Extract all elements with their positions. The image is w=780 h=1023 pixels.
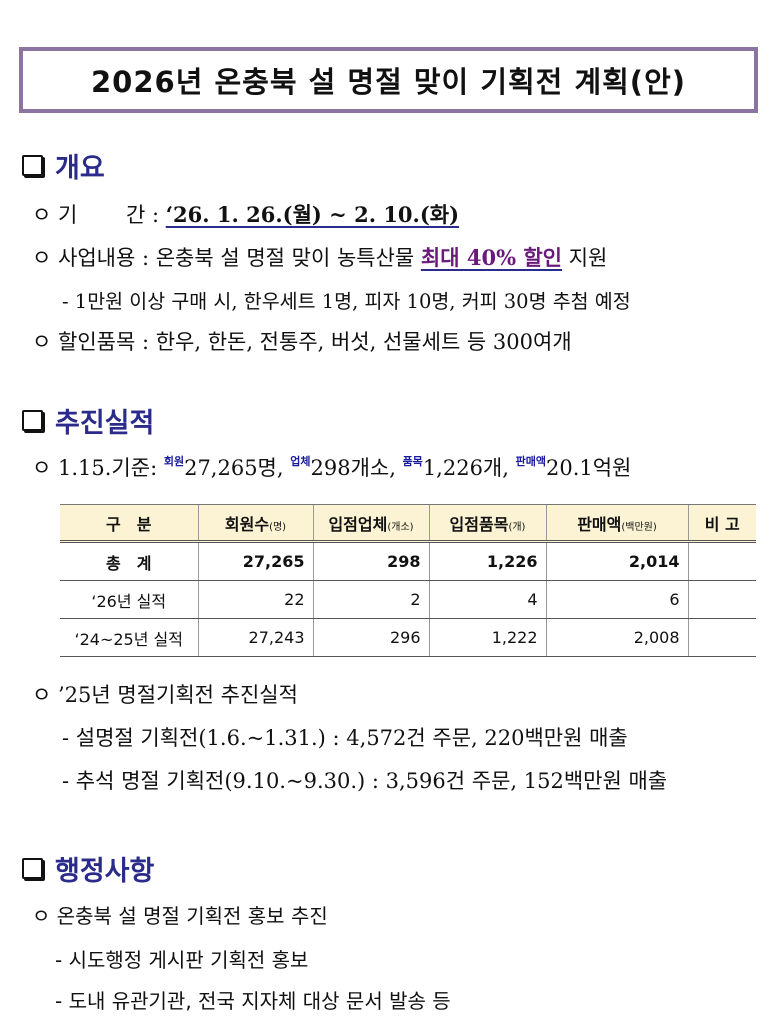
prev-results-line: ㅇ ’25년 명절기획전 추진실적 (32, 683, 298, 707)
table-header-cell: 회원수(명) (197, 504, 313, 543)
section-results-heading: 추진실적 (22, 401, 154, 440)
table-cell: 298 (312, 541, 429, 581)
section-admin-heading: 행정사항 (22, 849, 154, 888)
content-line: ㅇ 사업내용 : 온충북 설 명절 맞이 농특산물 최대 40% 할인 지원 (32, 242, 607, 272)
checkbox-icon (22, 410, 43, 431)
admin-sub: - 도내 유관기관, 전국 지자체 대상 문서 발송 등 (55, 989, 451, 1013)
header-unit: (명) (269, 521, 287, 533)
table-cell: 총 계 (60, 541, 198, 581)
summary-tag: 회원 (163, 455, 185, 468)
table-cell (687, 580, 756, 619)
table-cell: 27,243 (197, 618, 313, 657)
header-unit: (개소) (387, 521, 414, 533)
table-cell: 2 (312, 580, 429, 619)
table-cell: 1,222 (428, 618, 546, 657)
table-cell: 4 (428, 580, 546, 619)
discount-highlight: 최대 40% 할인 (420, 245, 563, 270)
table-cell: 27,265 (197, 541, 313, 581)
header-label: 입점업체 (328, 514, 388, 534)
content-tail: 지원 (562, 246, 608, 270)
table-cell: 2,008 (545, 618, 688, 657)
table-cell: 22 (197, 580, 313, 619)
summary-value: 1,226개, (422, 456, 516, 480)
section-overview-heading: 개요 (22, 146, 105, 185)
table-cell: 1,226 (428, 541, 546, 581)
table-header-cell: 구 분 (60, 504, 198, 543)
header-label: 구 분 (106, 514, 152, 534)
summary-tag: 업체 (290, 455, 311, 468)
table-cell (687, 541, 756, 581)
header-label: 판매액 (577, 514, 622, 534)
table-cell: 6 (545, 580, 688, 619)
content-sub: - 1만원 이상 구매 시, 한우세트 1명, 피자 10명, 커피 30명 추… (62, 290, 631, 313)
summary-tag: 품목 (402, 455, 423, 468)
table-row: 총 계 27,265 298 1,226 2,014 (60, 541, 756, 581)
prev-item: - 추석 명절 기획전(9.10.~9.30.) : 3,596건 주문, 15… (62, 769, 668, 793)
admin-item: ㅇ 온충북 설 명절 기획전 홍보 추진 (32, 904, 328, 928)
header-label: 회원수 (224, 514, 270, 534)
prev-item: - 설명절 기획전(1.6.~1.31.) : 4,572건 주문, 220백만… (62, 726, 628, 750)
table-cell (687, 618, 756, 657)
checkbox-icon (22, 858, 43, 879)
table-cell: ‘26년 실적 (60, 580, 198, 619)
table-header-row: 구 분 회원수(명) 입점업체(개소) 입점품목(개) 판매액(백만원) 비 고 (60, 504, 756, 543)
table-row: ‘24~25년 실적 27,243 296 1,222 2,008 (60, 618, 756, 657)
items-line: ㅇ 할인품목 : 한우, 한돈, 전통주, 버섯, 선물세트 등 300여개 (32, 330, 572, 354)
heading-text: 추진실적 (55, 408, 155, 439)
summary-prefix: ㅇ 1.15.기준: (32, 456, 164, 480)
header-label: 입점품목 (449, 514, 509, 534)
checkbox-icon (22, 155, 43, 176)
table-header-cell: 입점업체(개소) (312, 504, 429, 543)
table-header-cell: 판매액(백만원) (545, 504, 688, 543)
table-header-cell: 비 고 (687, 504, 756, 543)
header-unit: (개) (508, 521, 526, 533)
admin-sub: - 시도행정 게시판 기획전 홍보 (55, 948, 309, 972)
document-title: 2026년 온충북 설 명절 맞이 기획전 계획(안) (19, 47, 758, 113)
table-cell: 296 (312, 618, 429, 657)
table-header-cell: 입점품목(개) (428, 504, 546, 543)
period-value: ‘26. 1. 26.(월) ~ 2. 10.(화) (165, 202, 460, 227)
summary-line: ㅇ 1.15.기준: 회원27,265명, 업체298개소, 품목1,226개,… (32, 452, 631, 482)
summary-value: 27,265명, (184, 456, 291, 480)
summary-tag: 판매액 (515, 455, 546, 468)
table-cell: ‘24~25년 실적 (60, 618, 198, 657)
table-cell: 2,014 (545, 541, 688, 581)
content-label: ㅇ 사업내용 : 온충북 설 명절 맞이 농특산물 (32, 246, 421, 270)
table-row: ‘26년 실적 22 2 4 6 (60, 580, 756, 619)
period-line: ㅇ 기 간 : ‘26. 1. 26.(월) ~ 2. 10.(화) (32, 199, 459, 229)
summary-value: 298개소, (310, 456, 403, 480)
header-label: 비 고 (704, 514, 740, 534)
heading-text: 행정사항 (55, 856, 155, 887)
summary-value: 20.1억원 (545, 456, 632, 480)
header-unit: (백만원) (621, 521, 657, 533)
period-label: ㅇ 기 간 : (32, 203, 166, 227)
heading-text: 개요 (55, 153, 105, 184)
